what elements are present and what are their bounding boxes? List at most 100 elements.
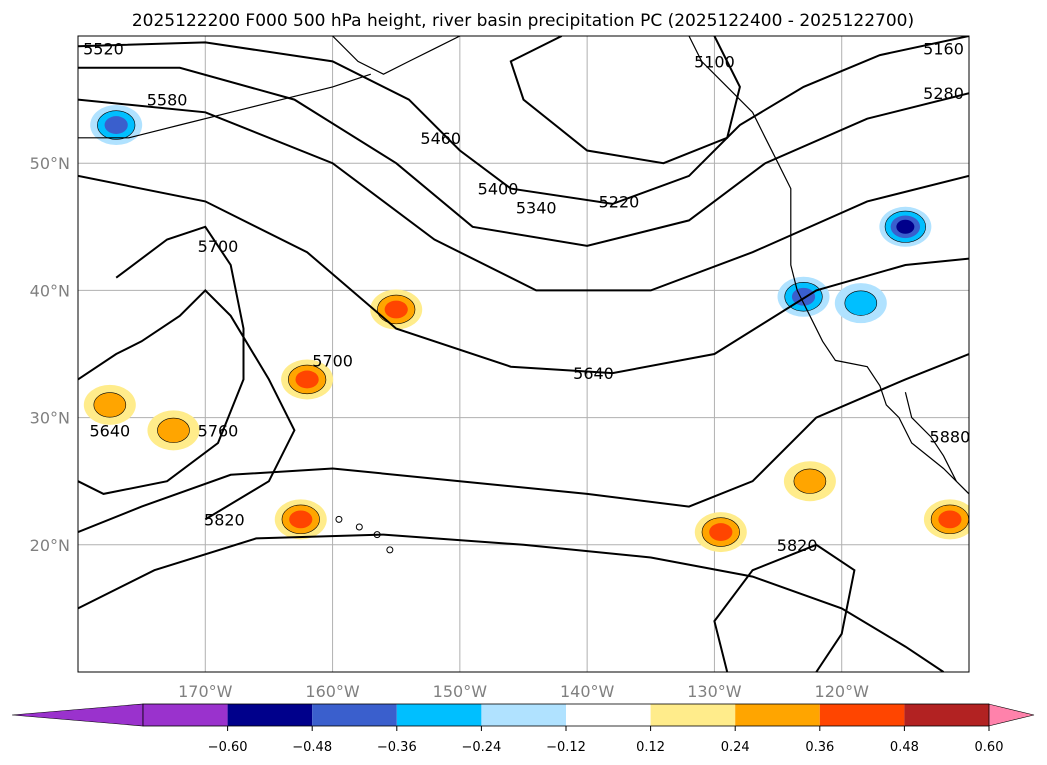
anomaly-positive-7	[783, 461, 836, 502]
colorbar-swatch	[650, 704, 736, 726]
colorbar-tick-label: 0.60	[975, 740, 1004, 755]
colorbar-swatch	[566, 704, 651, 726]
height-contour-line	[78, 36, 969, 205]
height-contour-line	[78, 98, 969, 292]
anomaly-positive-5	[83, 384, 136, 425]
longitude-axis: 170°W 160°W 150°W 140°W 130°W 120°W	[178, 682, 869, 701]
colorbar-tick-label: 0.12	[636, 740, 665, 755]
anomaly-negative-10	[90, 105, 143, 146]
contour-label: 5280	[923, 84, 964, 103]
colorbar-extend-low	[11, 703, 144, 727]
contour-label: 5340	[516, 199, 557, 218]
lat-tick-label: 50°N	[30, 154, 70, 173]
contour-label: 5160	[923, 40, 964, 59]
anomaly-level-fill	[709, 523, 733, 541]
anomaly-negative-8	[879, 206, 932, 247]
colorbar-tick-label: −0.60	[208, 740, 248, 755]
height-contour-line	[78, 288, 296, 521]
lon-tick-label: 140°W	[560, 682, 615, 701]
contour-label: 5640	[573, 364, 614, 383]
height-contour-line	[713, 543, 856, 672]
contour-label: 5700	[198, 237, 239, 256]
island	[335, 515, 343, 523]
colorbar-swatch	[735, 704, 820, 726]
colorbar-tick-label: −0.48	[292, 740, 332, 755]
height-contour-line	[78, 353, 969, 534]
colorbar-tick-label: 0.24	[721, 740, 750, 755]
island	[386, 546, 394, 554]
anomaly-level-fill	[844, 290, 878, 316]
colorbar-swatch	[227, 704, 313, 726]
anomaly-level-fill	[896, 219, 915, 234]
height-contour-line	[78, 66, 969, 247]
colorbar: −0.60 −0.48 −0.36 −0.24 −0.12 0.12 0.24 0.36 0.4…	[11, 703, 1035, 755]
colorbar-swatch	[312, 704, 397, 726]
lon-tick-label: 150°W	[433, 682, 488, 701]
anomaly-level-fill	[793, 468, 827, 494]
contour-label: 5400	[478, 180, 519, 199]
coastline	[78, 73, 371, 139]
anomaly-level-fill	[938, 510, 962, 529]
latitude-axis: 20°N 30°N 40°N 50°N	[30, 154, 70, 555]
contour-label: 5640	[89, 421, 130, 440]
contour-label: 5760	[198, 421, 239, 440]
lat-tick-label: 40°N	[30, 281, 70, 300]
anomaly-positive-0	[370, 289, 423, 330]
lon-tick-label: 170°W	[178, 682, 233, 701]
height-contour-line	[509, 36, 741, 165]
anomaly-negative-11	[834, 283, 887, 324]
contour-label: 5580	[147, 91, 188, 110]
anomaly-level-fill	[384, 300, 408, 319]
contour-label: 5880	[930, 428, 971, 447]
lon-tick-label: 120°W	[815, 682, 870, 701]
colorbar-swatch	[481, 704, 566, 726]
colorbar-tick-label: −0.36	[377, 740, 417, 755]
contour-label: 5820	[777, 536, 818, 555]
colorbar-swatch	[819, 704, 905, 726]
colorbar-tick-label: −0.12	[546, 740, 586, 755]
contour-label: 5460	[420, 129, 461, 148]
colorbar-tick-label: 0.36	[805, 740, 834, 755]
height-contour-line	[78, 225, 245, 495]
precipitation-anomaly-fill	[83, 105, 969, 553]
anomaly-level-fill	[295, 370, 319, 389]
height-contour-line	[78, 533, 945, 672]
lon-tick-label: 160°W	[305, 682, 360, 701]
coastline	[688, 36, 969, 495]
colorbar-extend-high	[988, 703, 1035, 727]
contour-label: 5700	[312, 351, 353, 370]
graticule	[78, 36, 969, 672]
coastline	[904, 392, 957, 482]
anomaly-positive-1	[281, 359, 334, 400]
anomaly-level-fill	[93, 392, 127, 418]
lat-tick-label: 30°N	[30, 409, 70, 428]
colorbar-swatch	[904, 704, 989, 726]
coastlines	[78, 36, 969, 554]
height-contours	[78, 36, 969, 672]
lon-tick-label: 130°W	[687, 682, 742, 701]
anomaly-level-fill	[157, 417, 190, 443]
map-frame	[77, 35, 970, 673]
height-contour-line	[78, 174, 969, 375]
coastline	[332, 36, 461, 75]
anomaly-positive-6	[147, 410, 200, 451]
island	[355, 523, 363, 531]
colorbar-tick-label: 0.48	[890, 740, 919, 755]
colorbar-tick-label: −0.24	[461, 740, 501, 755]
contour-label: 5520	[83, 40, 124, 59]
anomaly-positive-2	[274, 499, 327, 540]
anomaly-level-fill	[289, 510, 313, 529]
lat-tick-label: 20°N	[30, 536, 70, 555]
anomaly-positive-3	[694, 512, 747, 553]
colorbar-swatch	[396, 704, 482, 726]
colorbar-swatch	[143, 704, 228, 726]
contour-label: 5220	[599, 192, 640, 211]
anomaly-positive-4	[923, 499, 969, 540]
contour-label: 5100	[694, 52, 735, 71]
contour-label: 5820	[204, 510, 245, 529]
chart-title: 2025122200 F000 500 hPa height, river ba…	[132, 11, 914, 31]
anomaly-level-fill	[104, 116, 128, 134]
